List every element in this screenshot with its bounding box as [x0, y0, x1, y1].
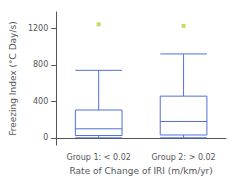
svg-text:0: 0	[43, 133, 48, 142]
svg-text:400: 400	[33, 97, 48, 106]
svg-text:Rate of Change of IRI (m/km/yr: Rate of Change of IRI (m/km/yr)	[70, 166, 213, 176]
svg-text:Group 2: > 0.02: Group 2: > 0.02	[151, 153, 215, 162]
svg-text:800: 800	[33, 60, 48, 69]
svg-text:Group 1: < 0.02: Group 1: < 0.02	[67, 153, 131, 162]
svg-text:1200: 1200	[28, 24, 48, 33]
svg-text:Freezing Index (°C Day/s): Freezing Index (°C Day/s)	[8, 21, 18, 135]
